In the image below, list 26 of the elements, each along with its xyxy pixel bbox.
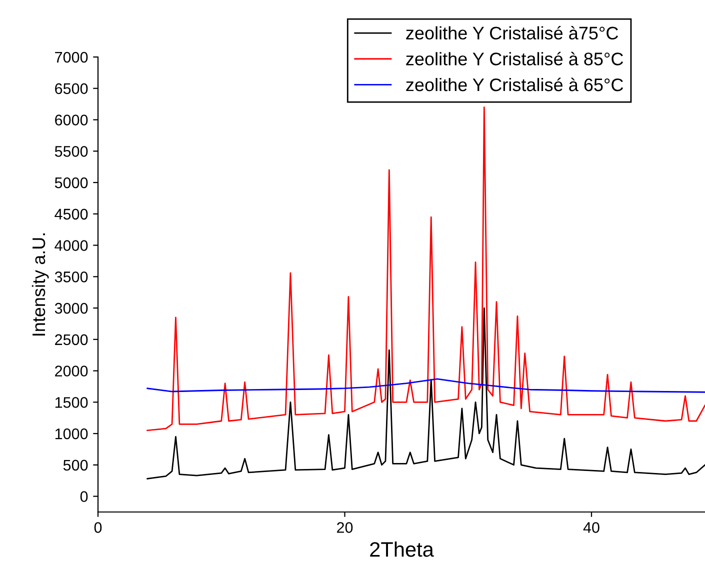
y-axis-title: Intensity a.U. (32, 233, 49, 336)
y-tick-label: 0 (80, 491, 88, 502)
y-tick-label: 4000 (54, 240, 88, 251)
y-tick-label: 3000 (54, 302, 88, 314)
x-axis-title: 2Theta (370, 542, 434, 557)
y-tick-label: 6000 (55, 114, 88, 126)
y-tick-label: 6500 (55, 83, 88, 94)
y-tick-label: 2000 (55, 366, 88, 376)
y-tick-label: 1000 (55, 428, 88, 440)
y-tick-label: 3500 (54, 272, 88, 282)
line-series (146, 378, 705, 393)
line-series (146, 307, 705, 480)
y-tick-label: 7000 (55, 52, 88, 63)
y-tick-label: 4500 (54, 208, 88, 220)
legend-label: zeolithe Y Cristalisé à75°C (406, 26, 618, 40)
line-series (146, 106, 705, 432)
y-tick-label: 2500 (55, 334, 88, 346)
y-tick-label: 500 (63, 460, 88, 471)
y-tick-label: 5500 (54, 146, 88, 157)
x-tick-label: 40 (583, 522, 600, 533)
x-tick-label: 0 (94, 522, 102, 533)
legend-label: zeolithe Y Cristalisé à 85°C (406, 52, 624, 66)
x-tick-label: 20 (337, 522, 353, 533)
y-tick-label: 1500 (55, 397, 88, 408)
legend-label: zeolithe Y Cristalisé à 65°C (406, 78, 624, 92)
y-tick-label: 5000 (54, 177, 88, 188)
